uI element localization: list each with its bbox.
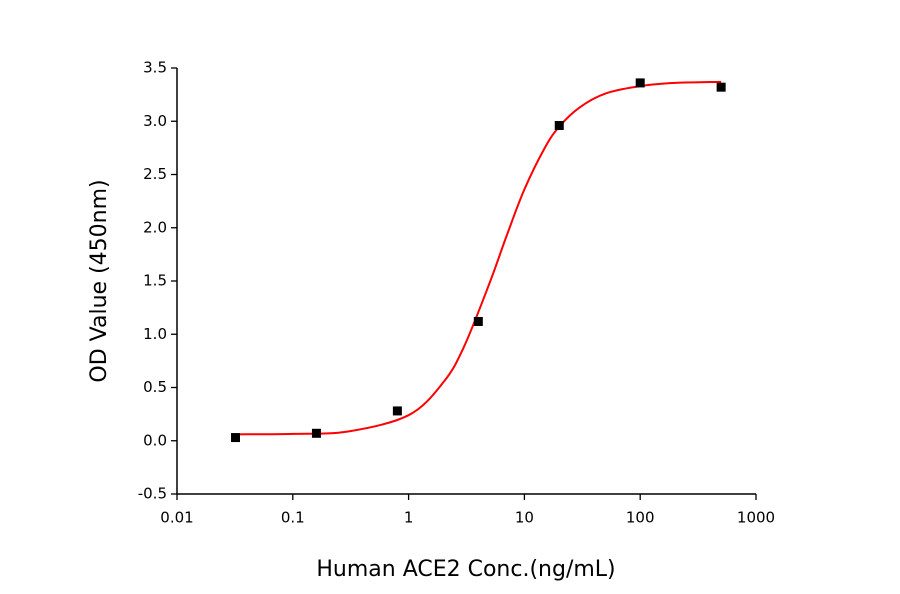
data-point bbox=[554, 121, 564, 131]
data-point bbox=[716, 82, 726, 92]
y-tick-label: 2.5 bbox=[143, 165, 167, 183]
x-tick-label: 1000 bbox=[737, 509, 775, 527]
fit-curve bbox=[235, 80, 722, 436]
data-point bbox=[635, 78, 645, 88]
y-axis-title: OD Value (450nm) bbox=[87, 179, 112, 382]
y-tick-label: 1.5 bbox=[143, 272, 167, 290]
x-tick-label: 10 bbox=[515, 509, 534, 527]
data-point bbox=[230, 433, 240, 443]
x-axis-title: Human ACE2 Conc.(ng/mL) bbox=[316, 557, 615, 582]
data-point bbox=[473, 316, 483, 326]
x-tick-label: 0.01 bbox=[160, 509, 193, 527]
y-tick-label: 0.0 bbox=[143, 431, 167, 449]
y-tick-label: 3.0 bbox=[143, 112, 167, 130]
x-tick-label: 0.1 bbox=[281, 509, 305, 527]
y-tick-label: 2.0 bbox=[143, 218, 167, 236]
y-tick-label: 0.5 bbox=[143, 378, 167, 396]
y-tick-label: 1.0 bbox=[143, 325, 167, 343]
data-point bbox=[311, 428, 321, 438]
y-tick-label: -0.5 bbox=[138, 485, 167, 503]
data-point bbox=[392, 406, 402, 416]
x-tick-label: 100 bbox=[626, 509, 655, 527]
x-tick-label: 1 bbox=[404, 509, 414, 527]
y-tick-label: 3.5 bbox=[143, 59, 167, 77]
